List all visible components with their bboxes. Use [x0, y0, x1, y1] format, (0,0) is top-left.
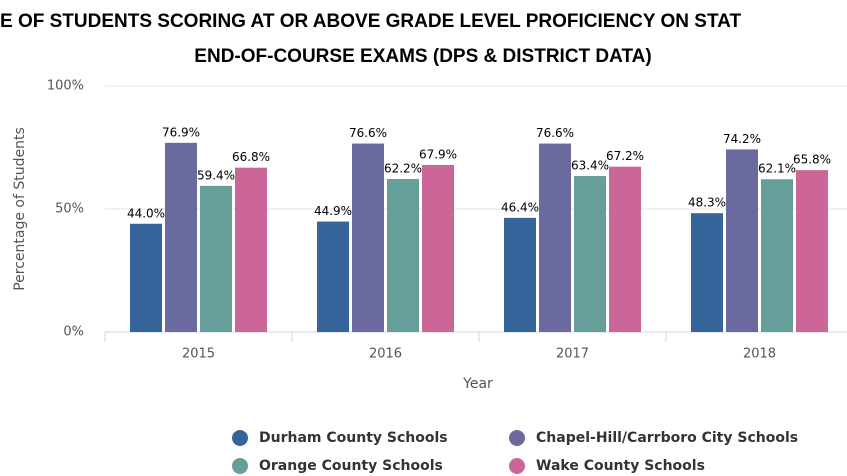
bar: [130, 223, 162, 332]
data-label: 67.9%: [419, 147, 457, 161]
x-axis-label: Year: [462, 376, 493, 392]
bar: [317, 221, 349, 332]
bar: [352, 143, 384, 332]
data-label: 62.1%: [758, 162, 796, 176]
legend-marker: [232, 458, 248, 474]
bar: [165, 142, 197, 332]
bar: [200, 185, 232, 332]
bar: [504, 217, 536, 332]
y-tick-label: 0%: [63, 325, 84, 340]
bar: [387, 178, 419, 332]
data-label: 66.8%: [232, 150, 270, 164]
legend-marker: [509, 430, 525, 446]
chart-title: E OF STUDENTS SCORING AT OR ABOVE GRADE …: [0, 11, 741, 32]
data-label: 48.3%: [688, 196, 726, 210]
y-axis-label: Percentage of Students: [12, 127, 28, 291]
bar: [691, 213, 723, 332]
data-label: 59.4%: [197, 168, 235, 182]
data-label: 44.0%: [127, 206, 165, 220]
data-label: 62.2%: [384, 161, 422, 175]
data-label: 46.4%: [501, 200, 539, 214]
bar: [609, 166, 641, 332]
data-label: 76.6%: [349, 126, 387, 140]
data-label: 76.6%: [536, 126, 574, 140]
x-tick-label: 2015: [182, 347, 215, 362]
y-tick-label: 100%: [47, 79, 84, 94]
legend-label: Chapel-Hill/Carrboro City Schools: [536, 430, 798, 446]
legend-label: Orange County Schools: [259, 458, 443, 474]
legend-label: Durham County Schools: [259, 430, 448, 446]
bar: [726, 149, 758, 332]
x-tick-label: 2016: [369, 347, 402, 362]
legend-marker: [509, 458, 525, 474]
data-label: 74.2%: [723, 132, 761, 146]
data-label: 76.9%: [162, 125, 200, 139]
bar: [574, 176, 606, 332]
y-tick-label: 50%: [55, 202, 84, 217]
data-label: 65.8%: [793, 153, 831, 167]
data-label: 44.9%: [314, 204, 352, 218]
data-label: 63.4%: [571, 159, 609, 173]
x-tick-label: 2017: [556, 347, 589, 362]
bar: [235, 167, 267, 332]
bar: [422, 164, 454, 332]
x-tick-label: 2018: [743, 347, 776, 362]
bar: [539, 143, 571, 332]
bar: [796, 170, 828, 332]
legend-label: Wake County Schools: [536, 458, 705, 474]
data-label: 67.2%: [606, 149, 644, 163]
chart-subtitle: END-OF-COURSE EXAMS (DPS & DISTRICT DATA…: [194, 46, 651, 67]
bar: [761, 179, 793, 332]
legend-marker: [232, 430, 248, 446]
